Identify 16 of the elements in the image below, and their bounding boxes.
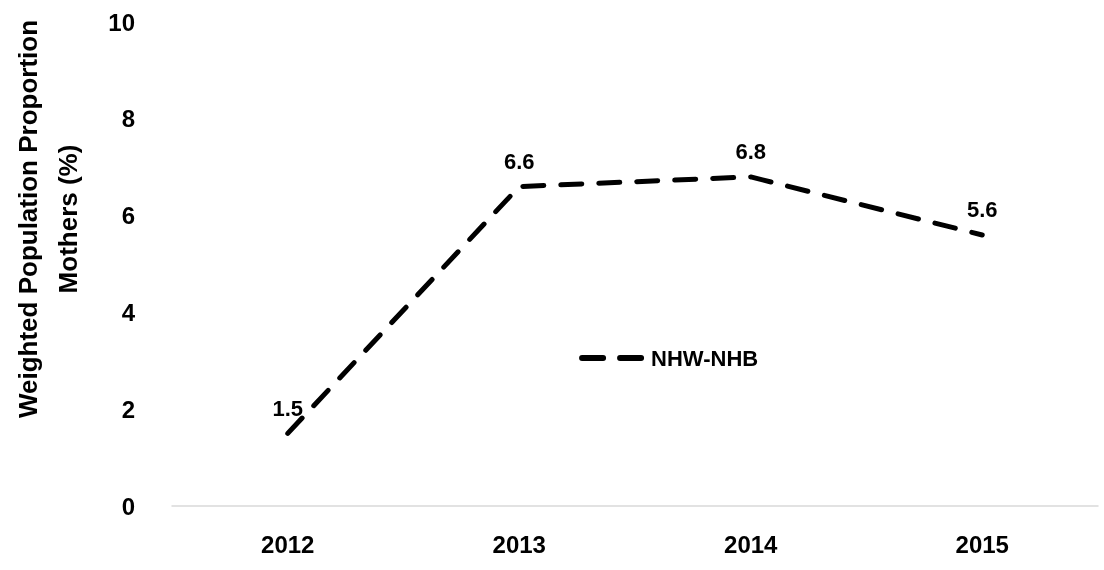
x-tick-label: 2012 [261, 530, 315, 558]
y-tick-label: 10 [108, 8, 135, 36]
y-tick-label: 8 [121, 105, 135, 133]
y-tick-label: 6 [121, 202, 135, 230]
data-label: 6.6 [503, 149, 535, 175]
x-tick-label: 2014 [724, 530, 779, 558]
y-tick-label: 4 [121, 298, 136, 326]
data-label: 6.8 [735, 139, 767, 165]
y-axis-title: Weighted Population Proportion Mothers (%) [13, 19, 83, 419]
x-tick-label: 2015 [955, 530, 1009, 558]
y-tick-label: 2 [121, 395, 135, 423]
y-tick-label: 0 [121, 492, 135, 520]
data-label: 5.6 [966, 197, 998, 223]
data-label: 1.5 [272, 395, 304, 421]
legend-label: NHW-NHB [651, 345, 759, 371]
x-tick-label: 2013 [492, 530, 546, 558]
